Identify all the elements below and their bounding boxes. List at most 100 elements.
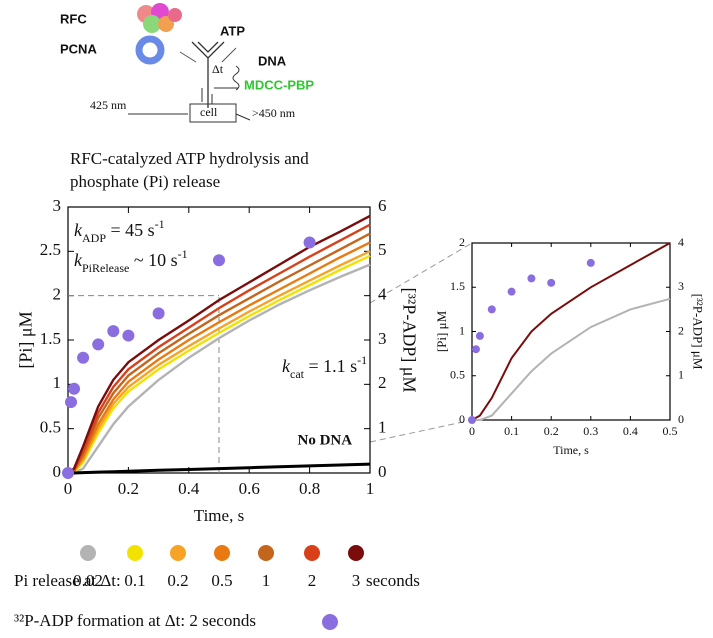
label: 425 nm bbox=[90, 98, 127, 112]
y2-tick-label: 3 bbox=[678, 279, 684, 293]
cell-box bbox=[189, 103, 237, 123]
annotation-part: -1 bbox=[178, 247, 188, 261]
legend-swatch bbox=[127, 545, 143, 561]
series-line bbox=[68, 462, 371, 475]
x-tick-label: 0 bbox=[469, 424, 475, 438]
annotation-part: cat bbox=[290, 367, 305, 381]
annotation-part: -1 bbox=[357, 353, 367, 367]
legend-swatch bbox=[258, 545, 274, 561]
scatter-point bbox=[507, 287, 516, 296]
y2-tick-label: 2 bbox=[378, 373, 387, 392]
zoom-connector bbox=[369, 242, 473, 443]
x-tick-label: 0 bbox=[64, 479, 73, 498]
annotation-part: = 1.1 s bbox=[304, 356, 357, 376]
y-tick-label: 3 bbox=[53, 196, 62, 215]
x-tick-label: 0.1 bbox=[504, 424, 519, 438]
series-label: No DNA bbox=[298, 432, 353, 448]
scatter-point bbox=[475, 331, 484, 340]
annotation-part: k bbox=[74, 250, 83, 270]
y2-tick-label: 5 bbox=[378, 240, 387, 259]
y-axis-label: [Pi] μM bbox=[15, 311, 35, 368]
y-tick-label: 1 bbox=[53, 373, 62, 392]
scatter-point bbox=[527, 274, 536, 283]
y2-tick-label: 4 bbox=[378, 285, 387, 304]
y-tick-label: 0.5 bbox=[450, 368, 465, 382]
legend-swatch bbox=[322, 614, 338, 630]
chart-title: phosphate (Pi) release bbox=[70, 172, 220, 191]
scatter-point bbox=[65, 396, 78, 409]
annotation-part: ADP bbox=[82, 231, 106, 245]
scatter-point bbox=[92, 338, 105, 351]
annotation-part: k bbox=[74, 220, 83, 240]
y2-tick-label: 2 bbox=[678, 323, 684, 337]
scatter-point bbox=[586, 258, 595, 267]
legend-label: 1 bbox=[262, 571, 271, 590]
label: PCNA bbox=[60, 41, 97, 56]
legend-swatch bbox=[348, 545, 364, 561]
label: cell bbox=[200, 105, 218, 119]
annotation-part: k bbox=[282, 356, 291, 376]
legend-swatch bbox=[80, 545, 96, 561]
x-tick-label: 0.4 bbox=[623, 424, 638, 438]
label: RFC bbox=[60, 11, 87, 26]
label: >450 nm bbox=[252, 106, 296, 120]
y-tick-label: 0 bbox=[53, 462, 62, 481]
annotation: kPiRelease ~ 10 s-1 bbox=[74, 247, 188, 275]
y-tick-label: 1.5 bbox=[450, 279, 465, 293]
legend-label: 2 bbox=[308, 571, 317, 590]
series-line bbox=[67, 214, 371, 474]
y-tick-label: 1 bbox=[459, 323, 465, 337]
y2-axis-label: [³²P-ADP] μM bbox=[399, 288, 419, 393]
scatter-point bbox=[62, 467, 74, 479]
legend-label: 0.1 bbox=[124, 571, 145, 590]
icon bbox=[158, 16, 174, 32]
series-line bbox=[67, 241, 371, 475]
annotation: kADP = 45 s-1 bbox=[74, 217, 165, 245]
legend-swatch bbox=[214, 545, 230, 561]
scatter-point bbox=[213, 254, 225, 267]
y2-tick-label: 0 bbox=[378, 462, 387, 481]
icon bbox=[143, 15, 161, 33]
legend-label: 0.5 bbox=[211, 571, 232, 590]
x-tick-label: 0.6 bbox=[239, 479, 260, 498]
arrow bbox=[235, 113, 251, 121]
annotation-part: -1 bbox=[155, 217, 165, 231]
y2-tick-label: 1 bbox=[378, 418, 387, 437]
y2-tick-label: 6 bbox=[378, 196, 387, 215]
scatter-point bbox=[468, 416, 476, 424]
legend-label: 0.02 bbox=[73, 571, 103, 590]
annotation-part: = 45 s bbox=[106, 220, 155, 240]
y2-tick-label: 4 bbox=[678, 235, 684, 249]
label: DNA bbox=[258, 53, 287, 68]
y-tick-label: 0 bbox=[459, 412, 465, 426]
arrow bbox=[179, 47, 237, 63]
series-line bbox=[472, 297, 671, 421]
y2-tick-label: 0 bbox=[678, 412, 684, 426]
dna-icon bbox=[232, 65, 240, 91]
x-tick-label: 1 bbox=[366, 479, 375, 498]
legend-swatch bbox=[170, 545, 186, 561]
scatter-point bbox=[122, 329, 135, 342]
y-axis-label: [Pi] μM bbox=[434, 310, 449, 352]
x-axis-label: Time, s bbox=[553, 443, 589, 457]
legend-label: ³²P-ADP formation at Δt: 2 seconds bbox=[14, 611, 256, 630]
scatter-point bbox=[107, 325, 120, 338]
y-tick-label: 0.5 bbox=[40, 418, 61, 437]
x-tick-label: 0.5 bbox=[663, 424, 678, 438]
series-line bbox=[67, 254, 371, 475]
y2-tick-label: 1 bbox=[678, 368, 684, 382]
arrow bbox=[201, 87, 238, 104]
label: MDCC-PBP bbox=[244, 77, 314, 92]
annotation: kcat = 1.1 s-1 bbox=[282, 353, 367, 381]
icon bbox=[168, 8, 182, 22]
annotation-part: PiRelease bbox=[82, 261, 129, 275]
x-tick-label: 0.3 bbox=[583, 424, 598, 438]
y2-tick-label: 3 bbox=[378, 329, 387, 348]
series-line bbox=[68, 263, 371, 475]
y-tick-label: 2 bbox=[53, 285, 62, 304]
x-tick-label: 0.2 bbox=[118, 479, 139, 498]
label: ATP bbox=[220, 23, 245, 38]
legend-label: 3 bbox=[352, 571, 361, 590]
x-tick-label: 0.8 bbox=[299, 479, 320, 498]
